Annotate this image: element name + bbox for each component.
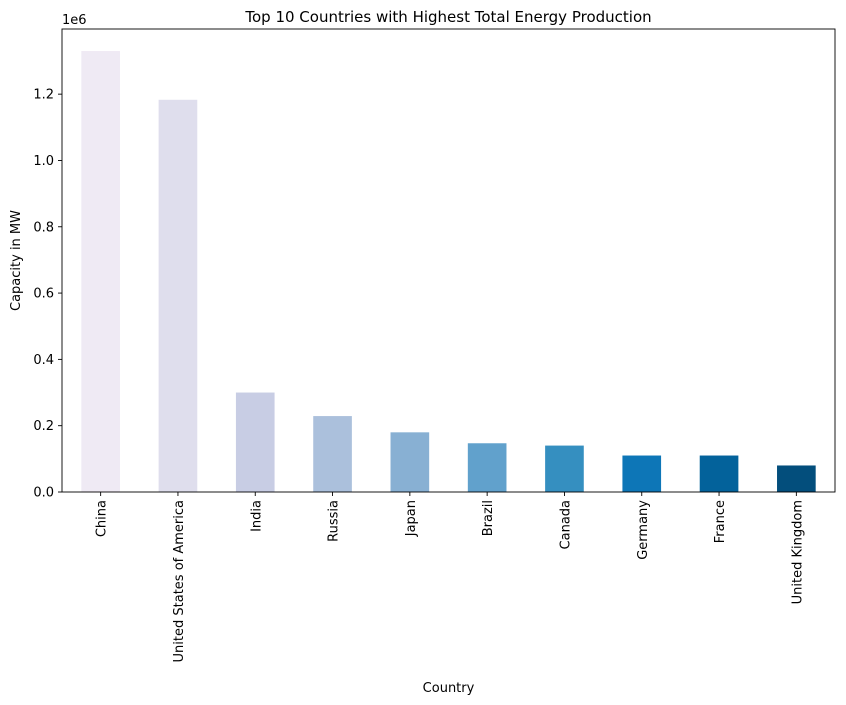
y-tick-label: 1.2 bbox=[33, 88, 54, 103]
bar-russia bbox=[313, 416, 352, 492]
bars-group bbox=[81, 51, 816, 493]
x-axis-ticks: China United States of America India Russia… bbox=[95, 492, 805, 662]
x-tick-label: France bbox=[713, 500, 728, 543]
bar-france bbox=[699, 455, 739, 492]
bar-united-states-of-america bbox=[158, 99, 198, 493]
bar-india bbox=[235, 392, 275, 492]
bar-china bbox=[81, 51, 120, 493]
bar-canada bbox=[545, 445, 584, 492]
x-tick-label: Brazil bbox=[481, 500, 496, 536]
y-axis-label: Capacity in MW bbox=[9, 210, 24, 311]
x-tick-label: Russia bbox=[327, 500, 342, 542]
plot-frame bbox=[61, 28, 836, 493]
y-scale-label: 1e6 bbox=[62, 13, 87, 28]
y-tick-label: 0.8 bbox=[33, 220, 54, 235]
bar-united-kingdom bbox=[777, 465, 816, 492]
y-tick-label: 0.0 bbox=[33, 486, 54, 501]
x-tick-label: United States of America bbox=[172, 500, 187, 662]
y-tick-label: 0.2 bbox=[33, 419, 54, 434]
x-tick-label: Canada bbox=[558, 500, 573, 549]
y-tick-label: 0.6 bbox=[33, 287, 54, 302]
bar-japan bbox=[390, 432, 430, 492]
bar-germany bbox=[622, 455, 662, 492]
x-tick-label: India bbox=[249, 500, 264, 532]
x-tick-label: Germany bbox=[636, 500, 651, 560]
x-axis-label: Country bbox=[423, 681, 475, 696]
chart-title: Top 10 Countries with Highest Total Ener… bbox=[244, 8, 651, 26]
y-tick-label: 1.0 bbox=[33, 154, 54, 169]
y-axis-ticks: 0.0 0.2 0.4 0.6 0.8 1.0 1.2 bbox=[33, 88, 62, 501]
y-tick-label: 0.4 bbox=[33, 353, 54, 368]
bar-brazil bbox=[467, 443, 507, 492]
x-tick-label: China bbox=[95, 500, 110, 537]
x-tick-label: Japan bbox=[404, 500, 419, 537]
x-tick-label: United Kingdom bbox=[790, 500, 805, 604]
